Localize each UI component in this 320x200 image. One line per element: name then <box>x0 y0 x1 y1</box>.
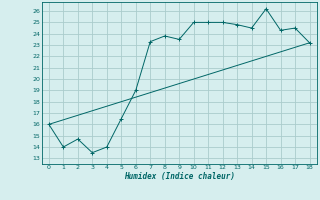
X-axis label: Humidex (Indice chaleur): Humidex (Indice chaleur) <box>124 172 235 181</box>
